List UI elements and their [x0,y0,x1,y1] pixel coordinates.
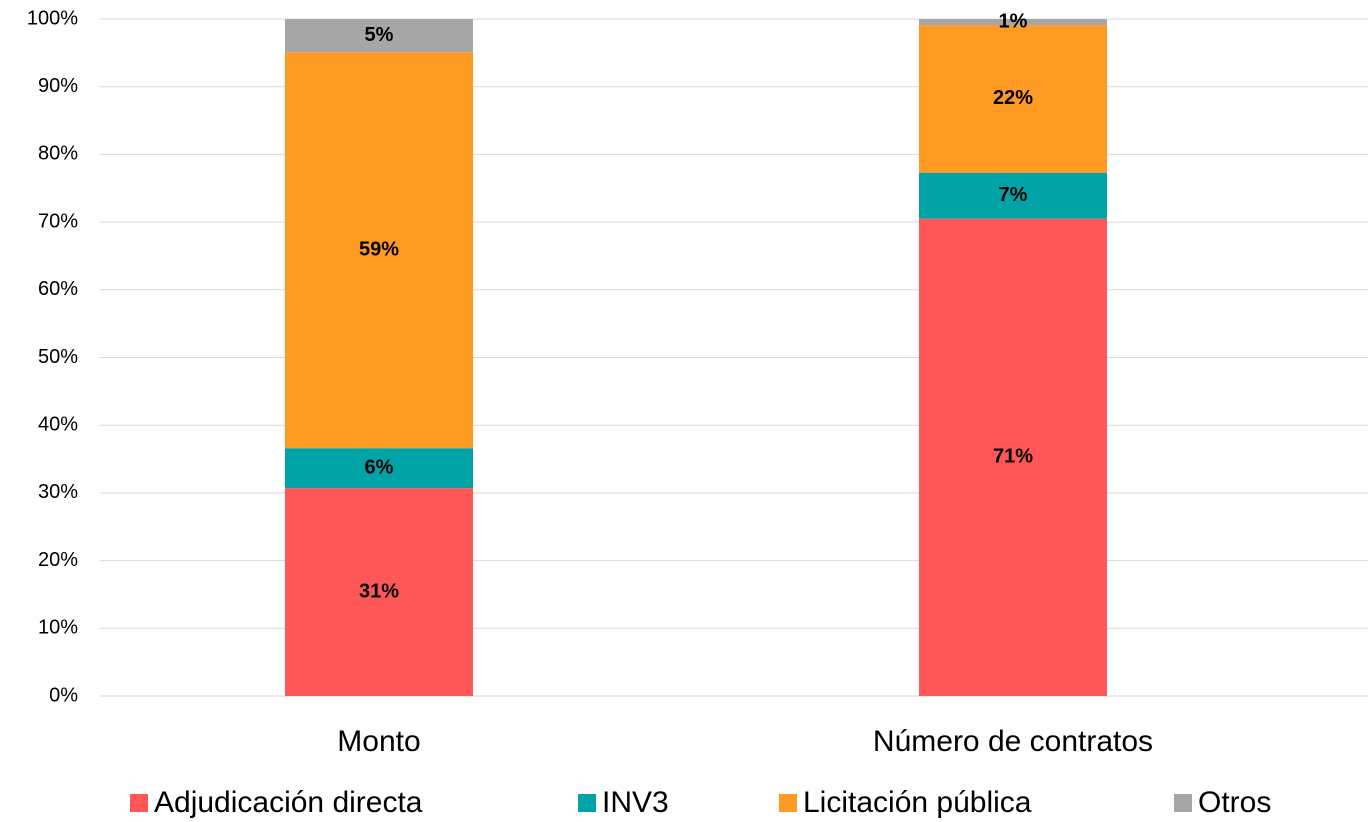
x-tick-label: Número de contratos [873,725,1153,758]
legend-swatch [1174,794,1192,812]
data-label: 59% [359,238,399,260]
data-label: 71% [993,446,1033,468]
y-tick-label: 30% [38,481,78,503]
bar-segment [285,448,473,489]
legend-label: Adjudicación directa [154,786,423,819]
x-tick-label: Monto [337,725,420,758]
y-tick-label: 60% [38,278,78,300]
bar-segment [919,218,1107,696]
y-tick-label: 50% [38,346,78,368]
y-tick-label: 90% [38,75,78,97]
bar-segment [285,19,473,53]
y-tick-label: 80% [38,143,78,165]
legend-swatch [779,794,797,812]
data-label: 31% [359,580,399,602]
y-tick-label: 70% [38,210,78,232]
data-label: 6% [365,456,394,478]
data-label: 1% [999,10,1028,32]
y-tick-label: 0% [49,684,78,706]
y-tick-label: 40% [38,413,78,435]
legend-swatch [130,794,148,812]
bar-segment [285,52,473,449]
legend-label: Licitación pública [803,786,1032,819]
data-label: 22% [993,87,1033,109]
legend-label: INV3 [602,786,669,819]
data-label: 5% [365,24,394,46]
bar-segment [919,25,1107,173]
data-label: 7% [999,184,1028,206]
bar-segment [919,19,1107,26]
bar-segment [285,488,473,696]
y-tick-label: 100% [27,7,78,29]
legend-swatch [578,794,596,812]
y-tick-label: 10% [38,617,78,639]
y-tick-label: 20% [38,549,78,571]
bar-segment [919,172,1107,219]
legend-label: Otros [1198,786,1271,819]
